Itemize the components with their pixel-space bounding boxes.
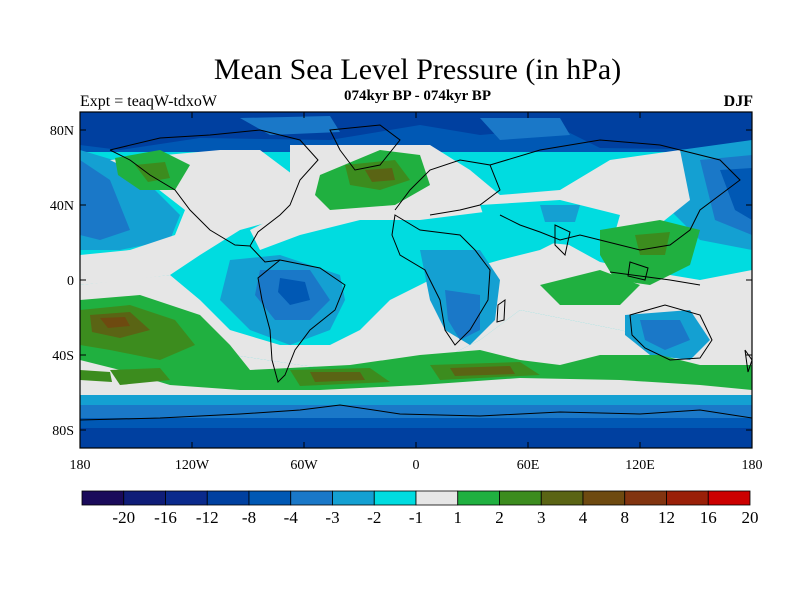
colorbar-label: -12 [196, 508, 219, 527]
x-tick-label: 120W [175, 458, 210, 473]
colorbar-label: 16 [700, 508, 717, 527]
plot-title: Mean Sea Level Pressure (in hPa) [213, 53, 622, 86]
y-tick-label: 0 [67, 274, 74, 289]
x-tick-label: 180 [70, 458, 91, 473]
colorbar-label: -20 [112, 508, 135, 527]
colorbar-swatch [248, 490, 292, 506]
x-tick-label: 0 [413, 458, 420, 473]
y-tick-label: 80N [50, 124, 74, 139]
pressure-field [80, 112, 752, 448]
colorbar-label: -4 [284, 508, 299, 527]
colorbar-swatch [582, 490, 626, 506]
colorbar-label: 3 [537, 508, 546, 527]
plot-subtitle: 074kyr BP - 074kyr BP [344, 88, 491, 104]
colorbar-swatch [373, 490, 417, 506]
colorbar-label: 2 [495, 508, 504, 527]
x-tick-label: 60W [290, 458, 318, 473]
y-tick-label: 80S [52, 424, 74, 439]
y-axis: 80N 40N 0 40S 80S [50, 124, 752, 439]
x-tick-label: 120E [625, 458, 655, 473]
y-tick-label: 40N [50, 199, 74, 214]
colorbar-swatch [540, 490, 584, 506]
colorbar-swatch [165, 490, 208, 506]
colorbar-swatch [415, 490, 459, 506]
colorbar-label: -3 [325, 508, 339, 527]
colorbar-swatch [499, 490, 542, 506]
colorbar-swatch [707, 490, 751, 506]
coastlines [80, 124, 752, 421]
y-tick-label: 40S [52, 349, 74, 364]
colorbar-label: 12 [658, 508, 675, 527]
x-tick-label: 60E [517, 458, 540, 473]
colorbar-swatch [123, 490, 166, 506]
experiment-label: Expt = teaqW-tdxoW [80, 93, 217, 110]
colorbar-swatch [624, 490, 667, 506]
colorbar-label: -16 [154, 508, 177, 527]
colorbar-label: 20 [742, 508, 759, 527]
colorbar-label: -1 [409, 508, 423, 527]
x-axis: 180 120W 60W 0 60E 120E 180 [70, 112, 763, 473]
colorbar-swatch [290, 490, 333, 506]
x-tick-label: 180 [742, 458, 763, 473]
colorbar: -20 -16 -12 -8 -4 -3 -2 -1 1 2 3 4 8 12 16 20 [81, 490, 759, 527]
colorbar-swatch [81, 490, 125, 506]
colorbar-label: 8 [621, 508, 630, 527]
colorbar-label: -2 [367, 508, 381, 527]
colorbar-swatch [332, 490, 375, 506]
colorbar-swatch [457, 490, 500, 506]
season-label: DJF [723, 93, 753, 110]
colorbar-label: -8 [242, 508, 256, 527]
colorbar-label: 4 [579, 508, 588, 527]
colorbar-label: 1 [454, 508, 463, 527]
colorbar-swatch [666, 490, 709, 506]
colorbar-swatch [206, 490, 250, 506]
